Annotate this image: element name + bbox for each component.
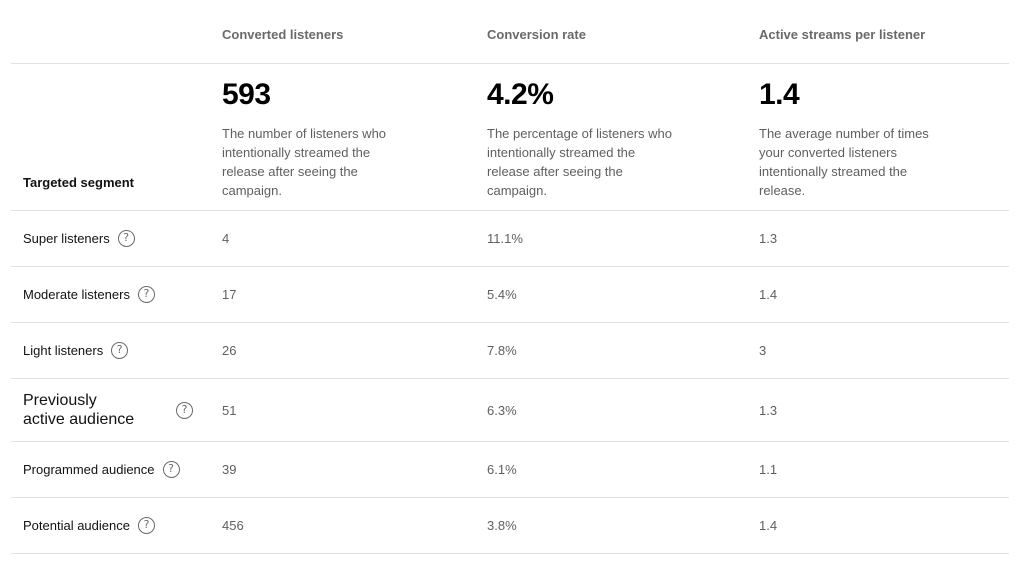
active-streams-cell: 3 xyxy=(759,343,767,358)
summary-row: Targeted segment 593 The number of liste… xyxy=(11,64,1009,211)
table-row: Moderate listeners ? 17 5.4% 1.4 xyxy=(11,267,1009,323)
conversion-rate-cell: 7.8% xyxy=(487,343,517,358)
active-streams-total: 1.4 xyxy=(759,78,800,111)
segment-label: Super listeners ? xyxy=(23,230,135,247)
segment-label: Light listeners ? xyxy=(23,342,129,359)
targeted-segment-header: Targeted segment xyxy=(23,175,135,190)
column-header-converted-listeners: Converted listeners xyxy=(222,27,344,42)
conversion-rate-description: The percentage of listeners who intentio… xyxy=(487,126,672,198)
question-circle-icon[interactable]: ? xyxy=(137,517,155,534)
conversion-rate-total: 4.2% xyxy=(487,78,554,111)
segment-label: Programmed audience ? xyxy=(23,461,180,478)
segment-name: Super listeners xyxy=(23,231,110,246)
active-streams-cell: 1.4 xyxy=(759,287,778,302)
converted-listeners-cell: 456 xyxy=(222,518,244,533)
converted-listeners-cell: 4 xyxy=(222,231,230,246)
table-row: Super listeners ? 4 11.1% 1.3 xyxy=(11,211,1009,267)
segment-name: Previously active audience xyxy=(23,392,135,428)
table-row: Light listeners ? 26 7.8% 3 xyxy=(11,323,1009,379)
column-header-active-streams: Active streams per listener xyxy=(759,27,926,42)
conversion-rate-cell: 3.8% xyxy=(487,518,517,533)
converted-listeners-cell: 39 xyxy=(222,462,237,477)
converted-listeners-total: 593 xyxy=(222,78,271,111)
conversion-rate-cell: 6.1% xyxy=(487,462,517,477)
converted-listeners-cell: 17 xyxy=(222,287,237,302)
question-circle-icon[interactable]: ? xyxy=(162,461,180,478)
table-row: Previously active audience ? 51 6.3% 1.3 xyxy=(11,379,1009,442)
table-row: Potential audience ? 456 3.8% 1.4 xyxy=(11,498,1009,554)
active-streams-description: The average number of times your convert… xyxy=(759,126,929,198)
active-streams-cell: 1.4 xyxy=(759,518,778,533)
active-streams-cell: 1.3 xyxy=(759,403,778,418)
segment-label: Potential audience ? xyxy=(23,517,155,534)
segment-name: Light listeners xyxy=(23,343,104,358)
question-circle-icon[interactable]: ? xyxy=(111,342,129,359)
segment-label: Previously active audience ? xyxy=(23,391,193,429)
segment-name: Potential audience xyxy=(23,518,130,533)
active-streams-cell: 1.3 xyxy=(759,231,778,246)
segment-name: Moderate listeners xyxy=(23,287,130,302)
active-streams-cell: 1.1 xyxy=(759,462,778,477)
conversion-rate-cell: 11.1% xyxy=(487,231,523,246)
converted-listeners-description: The number of listeners who intentionall… xyxy=(222,126,387,198)
segment-label: Moderate listeners ? xyxy=(23,286,155,303)
conversion-rate-cell: 5.4% xyxy=(487,287,517,302)
column-header-conversion-rate: Conversion rate xyxy=(487,27,586,42)
converted-listeners-cell: 51 xyxy=(222,403,237,418)
question-circle-icon[interactable]: ? xyxy=(176,401,193,419)
table-row: Programmed audience ? 39 6.1% 1.1 xyxy=(11,442,1009,498)
conversion-rate-cell: 6.3% xyxy=(487,403,517,418)
column-header-row: Converted listeners Conversion rate Acti… xyxy=(11,0,1009,64)
converted-listeners-cell: 26 xyxy=(222,343,237,358)
segment-name: Programmed audience xyxy=(23,462,155,477)
question-circle-icon[interactable]: ? xyxy=(137,286,155,303)
question-circle-icon[interactable]: ? xyxy=(117,230,135,247)
